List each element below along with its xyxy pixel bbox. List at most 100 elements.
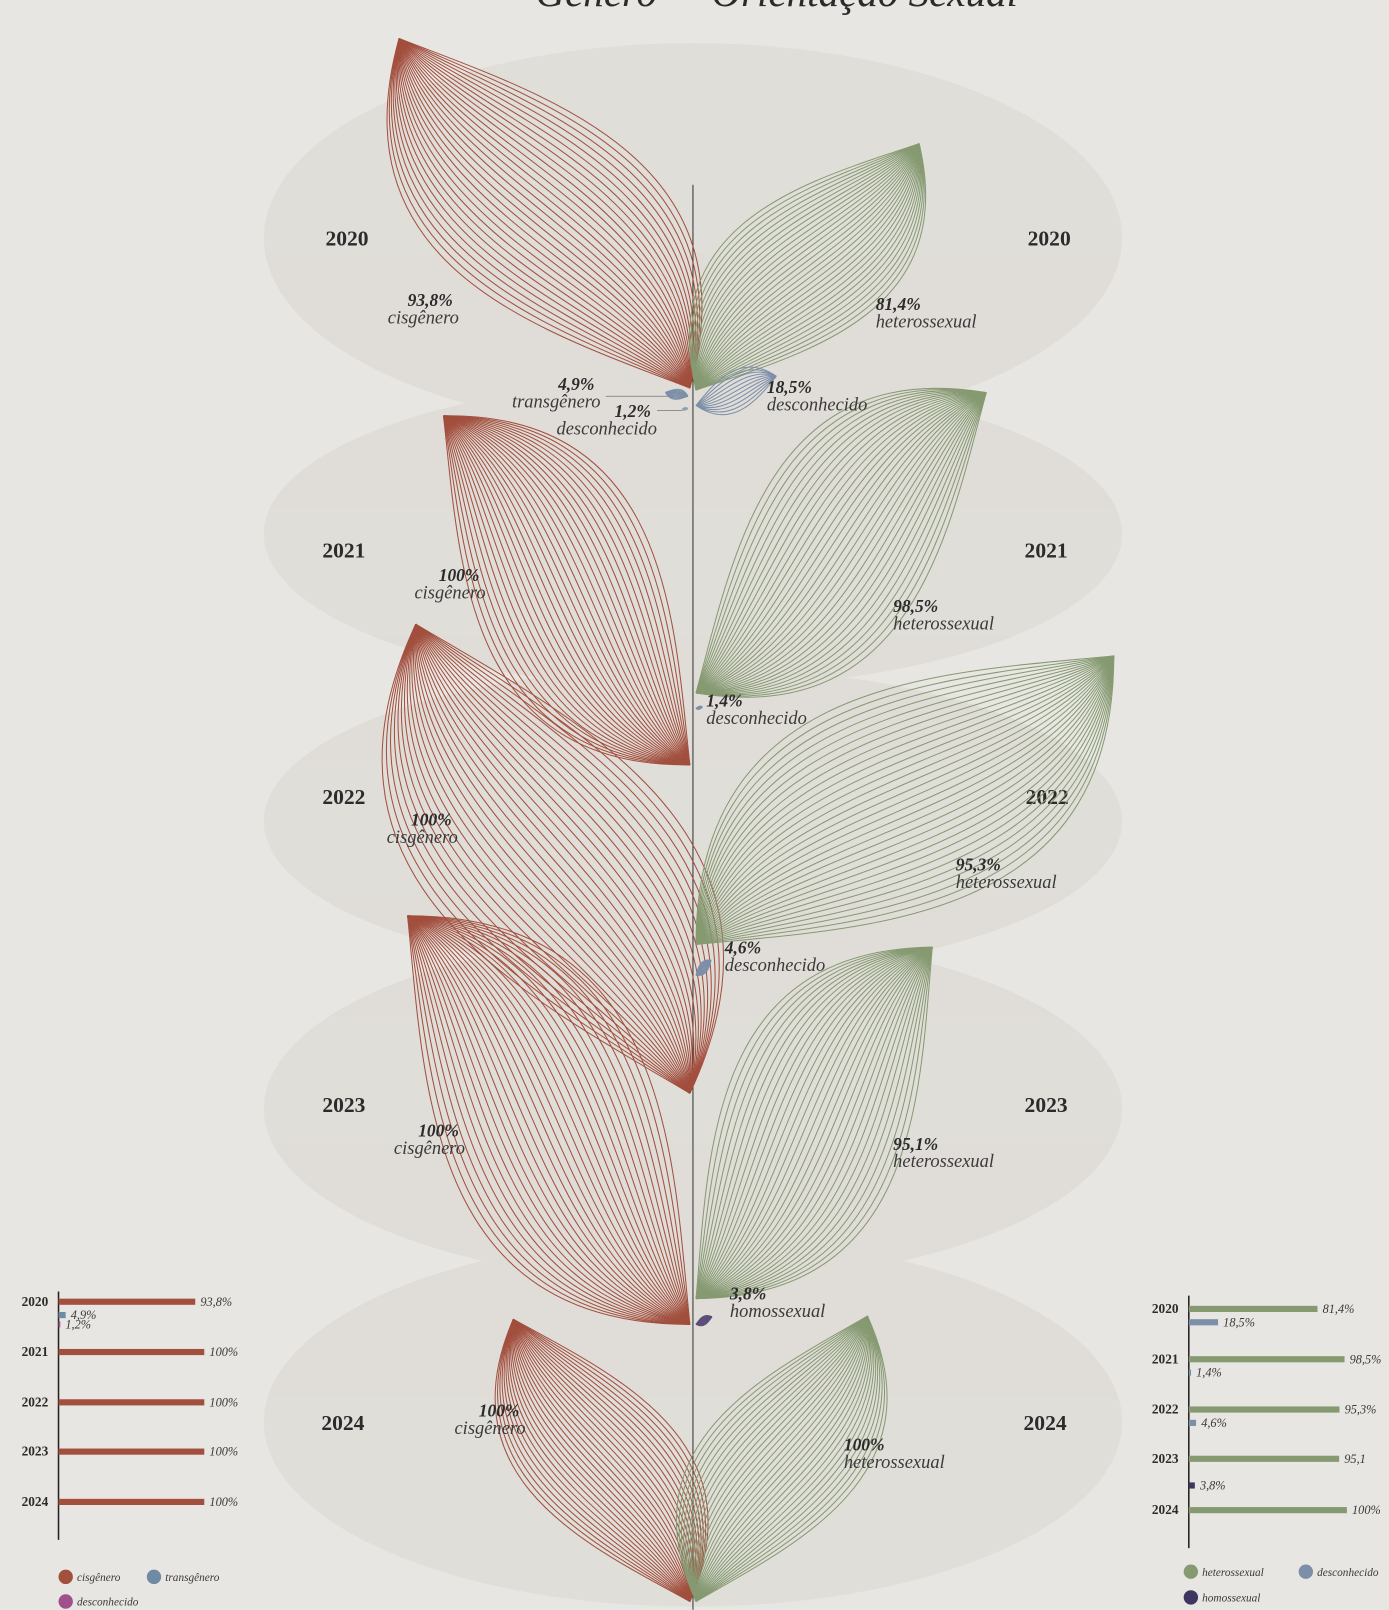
leaf-vein — [497, 1318, 691, 1602]
bar-value-label: 95,1 — [1344, 1452, 1366, 1466]
leaf-vein — [386, 38, 691, 389]
leaf-vein — [689, 1315, 868, 1602]
leaf-vein — [443, 415, 690, 766]
leaf-vein — [696, 947, 933, 1300]
leaf-vein — [407, 915, 691, 1325]
leaf-vein — [398, 38, 703, 389]
bar — [1188, 1356, 1345, 1363]
leaf-vein — [695, 946, 933, 1300]
leaf-vein — [409, 624, 691, 1094]
leaf-vein — [695, 946, 933, 1300]
value-label: 95,3% — [956, 855, 1001, 875]
year-label: 2024 — [1024, 1411, 1067, 1435]
leaf-vein — [696, 392, 987, 694]
leaf-vein — [695, 655, 1115, 945]
orientation-title: Orientação Sexual — [711, 0, 1018, 15]
leaf-vein — [695, 1315, 872, 1602]
leaf-vein — [689, 143, 920, 391]
leaf-vein — [695, 143, 920, 391]
leaf-vein — [695, 392, 987, 694]
leaf-vein — [695, 946, 933, 1300]
leaf-vein — [407, 915, 691, 1325]
leaf-vein — [398, 38, 691, 389]
leaf-vein — [695, 946, 933, 1299]
leaf-vein — [695, 1316, 868, 1602]
leaf-vein — [443, 415, 690, 766]
leaf — [665, 388, 689, 400]
leaf-vein — [407, 915, 691, 1325]
leaf-vein — [678, 1315, 868, 1602]
leaf-vein — [512, 1319, 691, 1602]
leaf-vein — [398, 38, 691, 389]
leaf-vein — [695, 706, 703, 710]
legend-swatch — [1183, 1590, 1199, 1605]
leaf-vein — [683, 1315, 868, 1602]
leaf-vein — [695, 1315, 883, 1602]
leaf-vein — [443, 415, 691, 766]
leaf-vein — [415, 623, 716, 1094]
leaf-vein — [415, 624, 691, 1094]
bar — [58, 1348, 205, 1356]
leaf-vein — [695, 960, 712, 976]
leaf-vein — [695, 655, 1115, 945]
bar-value-label: 3,8% — [1199, 1479, 1226, 1493]
bar-value-label: 100% — [209, 1345, 238, 1359]
year-label: 2022 — [322, 785, 365, 809]
leaf-vein — [407, 915, 690, 1325]
bar-value-label: 95,3% — [1345, 1403, 1377, 1417]
leaf-vein — [695, 143, 920, 391]
leaf-vein — [695, 655, 1115, 945]
bar — [1188, 1455, 1340, 1462]
leaf-vein — [407, 915, 691, 1325]
leaf — [675, 1315, 888, 1602]
leaf-vein — [696, 947, 933, 1300]
leaf-vein — [695, 143, 920, 391]
leaf-vein — [415, 624, 691, 1094]
series-label: desconhecido — [725, 955, 826, 975]
leaf-vein — [695, 375, 777, 416]
series-label: cisgênero — [454, 1418, 525, 1438]
bar-value-label: 98,5% — [1350, 1352, 1382, 1366]
leaf-vein — [398, 38, 691, 389]
leaf-vein — [407, 915, 690, 1325]
leaf — [695, 1314, 713, 1327]
leaf-vein — [443, 415, 691, 766]
bar — [58, 1311, 66, 1319]
leaf-vein — [381, 623, 691, 1094]
bar — [58, 1498, 205, 1505]
leaf-vein — [695, 143, 920, 391]
leaf-vein — [695, 946, 933, 1300]
leaf-vein — [443, 415, 690, 766]
leaf — [695, 705, 703, 710]
leaf-vein — [695, 946, 933, 1300]
leaf-vein — [443, 415, 691, 766]
value-label: 93,8% — [408, 290, 453, 310]
leaf-vein — [695, 655, 1114, 945]
leaf — [381, 623, 724, 1094]
series-label: homossexual — [730, 1301, 825, 1321]
leaf-vein — [695, 946, 933, 1299]
bar — [58, 1298, 196, 1305]
leaf — [407, 915, 691, 1325]
leaf-vein — [407, 915, 691, 1325]
leaf-vein — [695, 655, 1115, 945]
series-label: desconhecido — [767, 395, 868, 415]
series-label: heterossexual — [876, 311, 977, 331]
leaf-vein — [692, 143, 920, 391]
leaf-vein — [407, 915, 691, 1325]
leaf-vein — [512, 1318, 700, 1602]
year-label: 2021 — [1025, 538, 1068, 562]
leaf-vein — [665, 388, 689, 397]
leaf-vein — [695, 946, 933, 1299]
leaf-vein — [695, 373, 777, 406]
leaf — [695, 946, 933, 1300]
leaf-vein — [512, 1319, 691, 1602]
leaf-vein — [442, 415, 690, 766]
leaf-vein — [512, 1319, 691, 1602]
leaf-vein — [411, 624, 691, 1094]
leaf-vein — [501, 1319, 691, 1602]
bar-value-label: 93,8% — [200, 1295, 232, 1309]
year-label: 2020 — [325, 226, 368, 250]
leaf-vein — [385, 623, 691, 1094]
